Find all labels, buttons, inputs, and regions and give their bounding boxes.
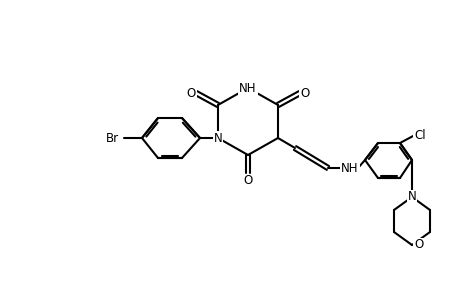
Text: O: O xyxy=(186,86,195,100)
Text: Br: Br xyxy=(105,131,118,145)
Text: NH: NH xyxy=(341,161,358,175)
Text: O: O xyxy=(414,238,423,251)
Text: O: O xyxy=(243,175,252,188)
Text: NH: NH xyxy=(239,82,256,94)
Text: N: N xyxy=(213,131,222,145)
Text: Cl: Cl xyxy=(413,128,425,142)
Text: O: O xyxy=(300,86,309,100)
Text: N: N xyxy=(407,190,415,203)
